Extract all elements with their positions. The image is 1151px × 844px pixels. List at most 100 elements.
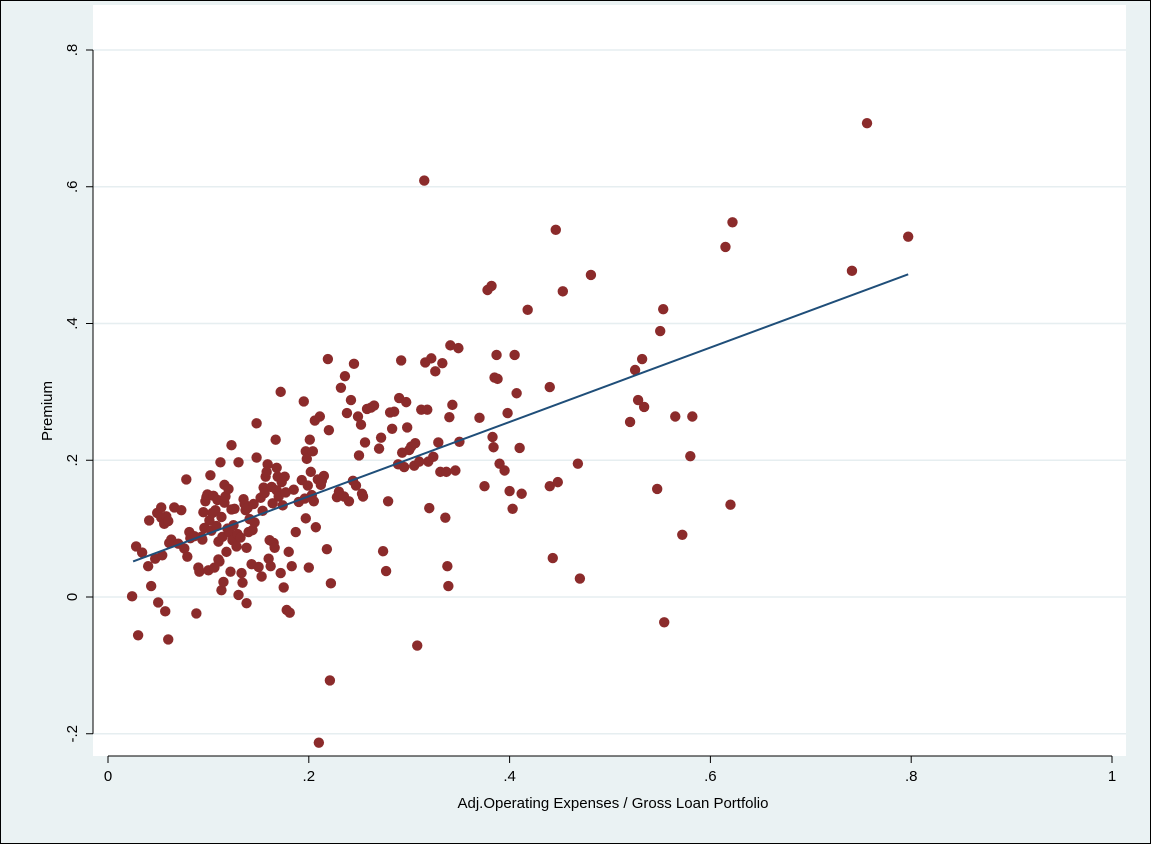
fit-line-group xyxy=(132,273,909,563)
data-point xyxy=(325,578,337,589)
data-point xyxy=(143,515,155,526)
data-point xyxy=(382,496,394,507)
data-point xyxy=(479,481,490,492)
data-point xyxy=(585,269,597,281)
y-tick-label: -.2 xyxy=(64,725,81,743)
data-point xyxy=(298,396,309,407)
data-point xyxy=(182,551,193,562)
data-point xyxy=(670,411,681,422)
data-point xyxy=(300,513,311,524)
data-point xyxy=(380,565,392,577)
data-point xyxy=(305,466,317,478)
data-point xyxy=(310,522,322,533)
data-point xyxy=(400,396,412,408)
data-point xyxy=(491,349,502,361)
data-point xyxy=(323,424,335,436)
data-point xyxy=(359,437,371,448)
data-point xyxy=(262,459,273,470)
data-point xyxy=(318,470,330,482)
data-point xyxy=(348,358,360,370)
data-point xyxy=(249,517,260,528)
data-point xyxy=(286,561,297,572)
data-point xyxy=(550,224,561,236)
data-point xyxy=(509,349,520,361)
data-point xyxy=(156,502,167,513)
data-point xyxy=(442,561,453,572)
data-point xyxy=(221,546,232,558)
data-point xyxy=(278,582,289,593)
data-point xyxy=(308,496,320,507)
data-point xyxy=(725,499,736,510)
data-point xyxy=(303,562,314,573)
y-tick-label: .4 xyxy=(64,317,81,330)
data-point xyxy=(126,591,138,602)
data-points xyxy=(126,117,914,748)
data-point xyxy=(499,465,510,476)
data-point xyxy=(253,561,264,573)
data-point xyxy=(231,541,242,552)
data-point xyxy=(341,407,353,419)
data-point xyxy=(437,357,448,369)
x-tick-label: .6 xyxy=(704,768,717,785)
data-point xyxy=(492,373,503,385)
x-tick-label: .8 xyxy=(905,768,918,785)
data-point xyxy=(395,355,407,366)
data-point xyxy=(241,597,252,609)
data-point xyxy=(422,404,433,415)
data-point xyxy=(163,634,174,645)
data-point xyxy=(198,507,209,518)
data-point xyxy=(487,431,498,443)
data-point xyxy=(301,453,312,465)
data-point xyxy=(269,542,280,553)
data-point xyxy=(237,577,248,588)
data-point xyxy=(265,561,276,572)
data-point xyxy=(275,386,286,398)
data-point xyxy=(218,576,229,588)
data-point xyxy=(574,573,586,584)
y-tick-label: .6 xyxy=(64,180,81,193)
data-point xyxy=(547,552,558,564)
data-point xyxy=(214,556,225,567)
data-point xyxy=(655,325,666,337)
data-point xyxy=(352,411,364,422)
data-point xyxy=(283,546,294,558)
x-tick-label: .4 xyxy=(503,768,516,785)
data-point xyxy=(321,543,333,555)
data-point xyxy=(557,286,569,297)
data-point xyxy=(658,303,669,315)
data-point xyxy=(153,597,164,608)
data-point xyxy=(353,450,365,461)
data-point xyxy=(902,231,914,242)
data-point xyxy=(229,503,240,514)
data-point xyxy=(624,416,636,428)
data-point xyxy=(440,512,451,523)
data-point xyxy=(629,364,641,376)
data-point xyxy=(339,370,351,382)
y-axis-title: Premium xyxy=(39,381,56,441)
data-point xyxy=(324,675,336,686)
data-point xyxy=(142,561,154,572)
data-point xyxy=(210,504,221,516)
data-point xyxy=(216,584,227,596)
x-axis-title: Adj.Operating Expenses / Gross Loan Port… xyxy=(457,795,768,812)
data-point xyxy=(259,487,270,499)
data-point xyxy=(271,462,282,473)
data-point xyxy=(687,411,698,422)
data-point xyxy=(248,498,259,510)
data-point xyxy=(377,545,389,557)
data-point xyxy=(572,458,584,469)
data-point xyxy=(307,446,319,457)
data-point xyxy=(507,503,518,514)
data-point xyxy=(313,737,325,748)
data-point xyxy=(160,606,171,617)
data-point xyxy=(846,265,858,277)
data-point xyxy=(522,304,533,316)
data-point xyxy=(176,504,187,516)
data-point xyxy=(414,456,425,467)
data-point xyxy=(163,515,174,527)
data-point xyxy=(145,580,157,592)
y-tick-label: .8 xyxy=(64,44,81,57)
x-tick-label: 1 xyxy=(1108,768,1116,785)
data-point xyxy=(388,406,400,417)
data-point xyxy=(304,434,316,445)
